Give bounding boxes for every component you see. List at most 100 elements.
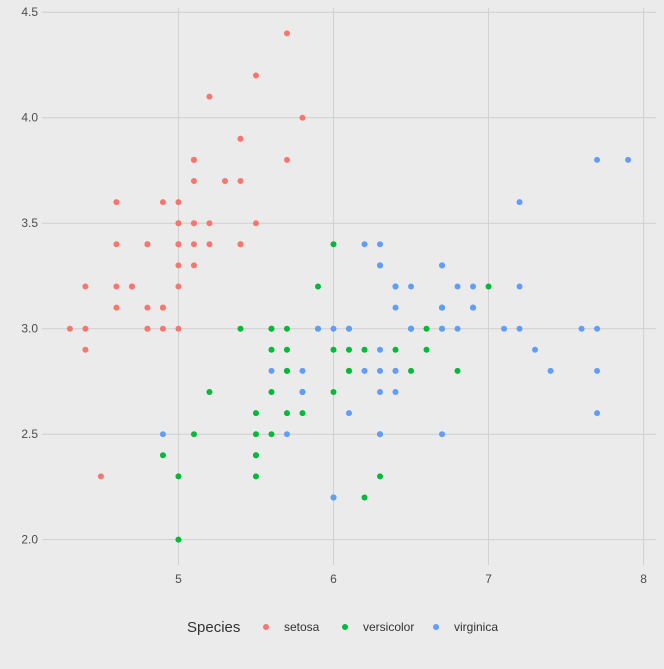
data-point-versicolor bbox=[175, 473, 182, 480]
data-point-versicolor bbox=[330, 388, 337, 395]
data-point-versicolor bbox=[454, 367, 461, 374]
legend-key-virginica bbox=[433, 624, 439, 630]
x-tick-label: 5 bbox=[175, 572, 182, 586]
data-point-virginica bbox=[454, 283, 461, 290]
data-point-virginica bbox=[516, 199, 523, 206]
data-point-versicolor bbox=[330, 346, 337, 353]
data-point-virginica bbox=[516, 325, 523, 332]
data-point-virginica bbox=[299, 367, 306, 374]
data-point-setosa bbox=[206, 220, 213, 227]
data-point-versicolor bbox=[299, 410, 306, 417]
y-tick-label: 3.0 bbox=[21, 322, 38, 336]
data-point-virginica bbox=[439, 325, 446, 332]
data-point-setosa bbox=[159, 325, 166, 332]
data-point-setosa bbox=[175, 241, 182, 248]
legend-title: Species bbox=[187, 619, 240, 636]
data-point-virginica bbox=[594, 156, 601, 163]
data-point-virginica bbox=[268, 367, 275, 374]
data-point-setosa bbox=[175, 325, 182, 332]
data-point-virginica bbox=[361, 367, 368, 374]
data-point-versicolor bbox=[346, 346, 352, 353]
data-point-virginica bbox=[392, 388, 399, 395]
data-point-setosa bbox=[237, 241, 244, 248]
data-point-virginica bbox=[159, 431, 166, 438]
y-tick-label: 4.0 bbox=[21, 111, 38, 125]
data-point-versicolor bbox=[268, 431, 275, 438]
data-point-virginica bbox=[392, 304, 399, 311]
data-point-setosa bbox=[237, 178, 244, 185]
data-point-setosa bbox=[190, 220, 197, 227]
data-point-versicolor bbox=[175, 536, 182, 543]
data-point-versicolor bbox=[268, 388, 275, 395]
data-point-virginica bbox=[392, 283, 399, 290]
legend: Species setosa versicolor virginica bbox=[187, 619, 498, 636]
data-point-virginica bbox=[377, 262, 384, 269]
data-point-versicolor bbox=[283, 346, 290, 353]
data-point-virginica bbox=[594, 410, 601, 417]
data-point-virginica bbox=[516, 283, 523, 290]
data-point-versicolor bbox=[330, 241, 337, 248]
data-point-setosa bbox=[113, 283, 120, 290]
data-point-setosa bbox=[190, 178, 197, 185]
data-point-versicolor bbox=[377, 473, 384, 480]
data-point-setosa bbox=[252, 220, 259, 227]
data-point-virginica bbox=[470, 283, 477, 290]
data-point-setosa bbox=[175, 283, 182, 290]
data-point-versicolor bbox=[268, 325, 275, 332]
legend-key-versicolor bbox=[342, 624, 348, 630]
data-point-virginica bbox=[594, 325, 601, 332]
data-point-versicolor bbox=[408, 367, 415, 374]
data-point-setosa bbox=[113, 241, 120, 248]
data-point-setosa bbox=[175, 262, 182, 269]
data-point-virginica bbox=[377, 346, 384, 353]
data-point-setosa bbox=[97, 473, 104, 480]
data-point-virginica bbox=[439, 304, 446, 311]
data-point-setosa bbox=[206, 241, 213, 248]
data-point-virginica bbox=[625, 156, 632, 163]
data-point-versicolor bbox=[252, 410, 259, 417]
data-point-setosa bbox=[190, 262, 197, 269]
data-point-versicolor bbox=[423, 346, 430, 353]
data-point-setosa bbox=[206, 93, 213, 100]
x-tick-label: 6 bbox=[330, 572, 337, 586]
data-point-virginica bbox=[594, 367, 601, 374]
data-point-virginica bbox=[377, 241, 384, 248]
data-point-versicolor bbox=[314, 283, 321, 290]
data-point-versicolor bbox=[159, 452, 166, 459]
data-point-virginica bbox=[454, 325, 461, 332]
data-point-virginica bbox=[439, 262, 446, 269]
data-point-versicolor bbox=[392, 346, 399, 353]
data-point-virginica bbox=[283, 431, 290, 438]
data-point-virginica bbox=[408, 283, 415, 290]
tick-labels: 5 6 7 8 2.0 2.5 3.0 3.5 4.0 4.5 bbox=[21, 5, 647, 586]
data-point-setosa bbox=[144, 325, 151, 332]
data-point-versicolor bbox=[252, 431, 259, 438]
data-point-setosa bbox=[66, 325, 73, 332]
x-tick-label: 7 bbox=[485, 572, 492, 586]
data-point-setosa bbox=[144, 304, 151, 311]
data-point-setosa bbox=[221, 178, 228, 185]
legend-label-virginica: virginica bbox=[454, 620, 498, 634]
data-point-setosa bbox=[190, 156, 197, 163]
data-point-versicolor bbox=[252, 452, 259, 459]
data-point-versicolor bbox=[283, 410, 290, 417]
y-tick-label: 3.5 bbox=[21, 216, 38, 230]
data-point-versicolor bbox=[237, 325, 244, 332]
data-point-virginica bbox=[361, 241, 368, 248]
data-point-versicolor bbox=[283, 325, 290, 332]
y-tick-label: 2.0 bbox=[21, 533, 38, 547]
data-point-virginica bbox=[578, 325, 585, 332]
data-point-setosa bbox=[175, 220, 182, 227]
data-point-versicolor bbox=[252, 473, 259, 480]
data-point-versicolor bbox=[190, 431, 197, 438]
data-point-setosa bbox=[82, 325, 89, 332]
legend-key-setosa bbox=[263, 624, 269, 630]
data-point-setosa bbox=[113, 199, 120, 206]
data-point-versicolor bbox=[361, 346, 368, 353]
data-point-virginica bbox=[408, 325, 415, 332]
data-point-setosa bbox=[128, 283, 135, 290]
data-point-versicolor bbox=[423, 325, 430, 332]
data-point-versicolor bbox=[268, 346, 275, 353]
data-point-setosa bbox=[283, 30, 290, 37]
